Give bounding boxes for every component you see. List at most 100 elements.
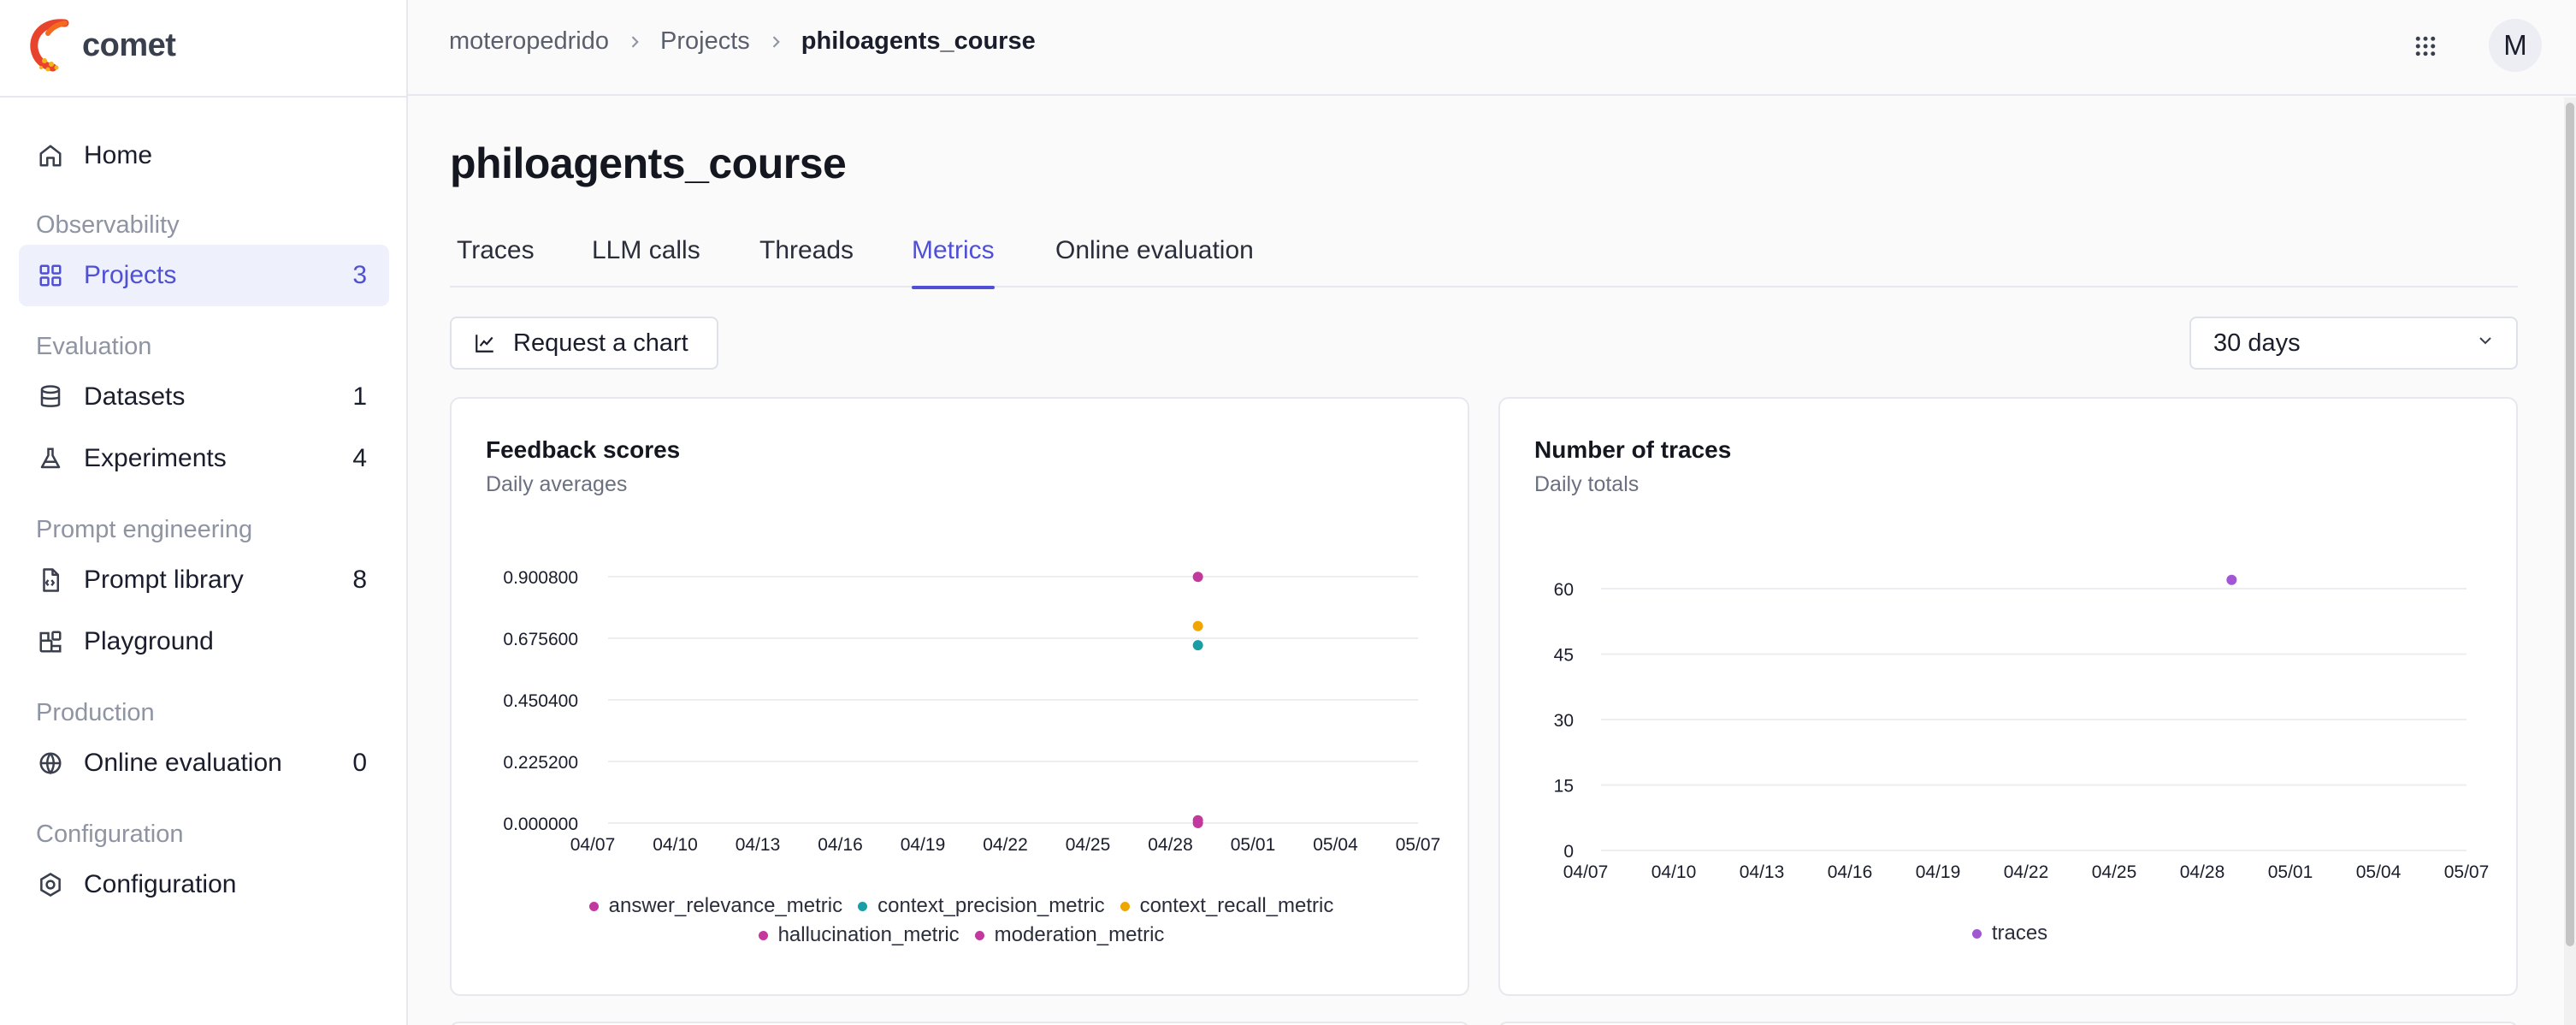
comet-logo[interactable]: comet [27,17,176,74]
y-tick-label: 0.225200 [503,753,578,773]
tab-metrics[interactable]: Metrics [912,236,995,289]
feedback-scores-card: Feedback scores Daily averages 0.000000 0… [450,397,1469,996]
sidebar-item-label: Playground [84,627,214,655]
legend-dot [974,930,984,940]
sidebar-item-label: Experiments [84,444,227,472]
y-tick-label: 0.000000 [503,815,578,834]
apps-grid-icon[interactable] [2408,29,2443,63]
chevron-right-icon [767,33,784,50]
chart-title: Feedback scores [486,436,681,463]
y-tick-label: 0.675600 [503,630,578,649]
request-chart-button[interactable]: Request a chart [450,317,718,370]
sidebar-item-playground[interactable]: Playground [19,611,389,672]
legend-row: hallucination_metric moderation_metric [452,921,1471,950]
sidebar-item-count: 0 [352,749,367,777]
legend-item[interactable]: answer_relevance_metric [588,894,842,918]
tab-traces[interactable]: Traces [457,236,535,264]
legend-row: answer_relevance_metric context_precision… [452,892,1471,921]
x-tick-label: 05/07 [1396,835,1441,855]
file-code-icon [36,566,65,595]
sidebar-section-title: Observability [36,211,180,239]
x-tick-label: 04/13 [1740,862,1785,882]
request-chart-label: Request a chart [513,329,688,357]
scrollbar-thumb[interactable] [2566,103,2574,946]
legend-dot [1971,928,1982,939]
sidebar-item-configuration[interactable]: Configuration [19,854,389,915]
sidebar-item-label: Online evaluation [84,749,282,777]
sidebar-item-datasets[interactable]: Datasets 1 [19,366,389,428]
next-card-edge [1498,1022,2518,1025]
legend-item[interactable]: hallucination_metric [758,923,960,947]
sidebar-item-label: Projects [84,261,177,289]
data-point[interactable] [1192,640,1203,651]
sidebar-item-count: 3 [352,261,367,289]
feedback-scores-chart: 0.000000 0.225200 0.450400 0.675600 0.900800… [503,568,1441,855]
data-point[interactable] [1192,815,1203,826]
date-range-value: 30 days [2213,329,2301,357]
x-tick-label: 04/19 [901,835,946,855]
sidebar-item-count: 8 [352,566,367,594]
legend-label: moderation_metric [994,923,1165,946]
home-icon [36,141,65,170]
data-point[interactable] [1192,572,1203,583]
legend-dot [588,901,599,911]
y-tick-label: 30 [1554,711,1574,731]
sidebar-item-label: Datasets [84,382,186,411]
sidebar-item-count: 1 [352,382,367,411]
tab-online-evaluation[interactable]: Online evaluation [1055,236,1254,264]
blocks-icon [36,627,65,656]
legend-dot [1120,901,1130,911]
breadcrumb-current-project: philoagents_course [801,27,1036,55]
sidebar-item-label: Home [84,141,153,169]
database-icon [36,382,65,412]
app-name: comet [82,27,176,63]
sidebar-nav: Home Observability Projects 3 Evaluation… [0,98,408,915]
sidebar-item-prompt-library[interactable]: Prompt library 8 [19,549,389,611]
x-tick-label: 04/25 [1066,835,1111,855]
x-tick-label: 04/10 [1651,862,1697,882]
chart-legend: answer_relevance_metric context_precision… [452,892,1471,950]
date-range-select[interactable]: 30 days [2189,317,2518,370]
sidebar-item-experiments[interactable]: Experiments 4 [19,428,389,489]
x-tick-label: 05/07 [2444,862,2490,882]
sidebar-item-online-evaluation[interactable]: Online evaluation 0 [19,732,389,794]
sidebar-item-projects[interactable]: Projects 3 [19,245,389,306]
chevron-down-icon [2475,329,2496,358]
x-tick-label: 05/04 [1313,835,1358,855]
y-tick-label: 0.900800 [503,568,578,588]
user-avatar[interactable]: M [2489,19,2542,72]
sidebar-item-count: 4 [352,444,367,472]
tab-llm-calls[interactable]: LLM calls [592,236,700,264]
legend-label: context_recall_metric [1139,894,1334,917]
legend-label: traces [1991,921,2048,945]
x-tick-label: 04/16 [818,835,863,855]
tab-threads[interactable]: Threads [759,236,854,264]
sidebar-section-title: Prompt engineering [36,516,253,543]
legend-row: traces [1500,919,2520,948]
grid-icon [36,261,65,290]
x-tick-label: 05/01 [2268,862,2313,882]
number-of-traces-card: Number of traces Daily totals 0 15 30 45 60 0… [1498,397,2518,996]
x-tick-label: 05/01 [1231,835,1276,855]
x-tick-label: 04/16 [1828,862,1873,882]
legend-item[interactable]: context_recall_metric [1120,894,1334,918]
y-tick-label: 0.450400 [503,691,578,711]
x-tick-label: 04/13 [736,835,781,855]
flask-icon [36,444,65,473]
y-tick-label: 45 [1554,646,1574,666]
sidebar-item-home[interactable]: Home [19,125,389,187]
sidebar-item-label: Configuration [84,870,237,898]
breadcrumb-workspace[interactable]: moteropedrido [449,27,609,55]
legend-item[interactable]: traces [1971,921,2048,945]
legend-item[interactable]: moderation_metric [974,923,1165,947]
legend-dot [758,930,768,940]
y-tick-label: 15 [1554,777,1574,797]
page-title: philoagents_course [450,139,847,187]
breadcrumb: moteropedrido Projects philoagents_cours… [449,27,1036,56]
x-tick-label: 04/10 [653,835,698,855]
x-tick-label: 04/22 [2004,862,2049,882]
data-point[interactable] [2226,574,2237,585]
breadcrumb-projects[interactable]: Projects [660,27,750,55]
data-point[interactable] [1192,620,1203,631]
legend-item[interactable]: context_precision_metric [858,894,1105,918]
